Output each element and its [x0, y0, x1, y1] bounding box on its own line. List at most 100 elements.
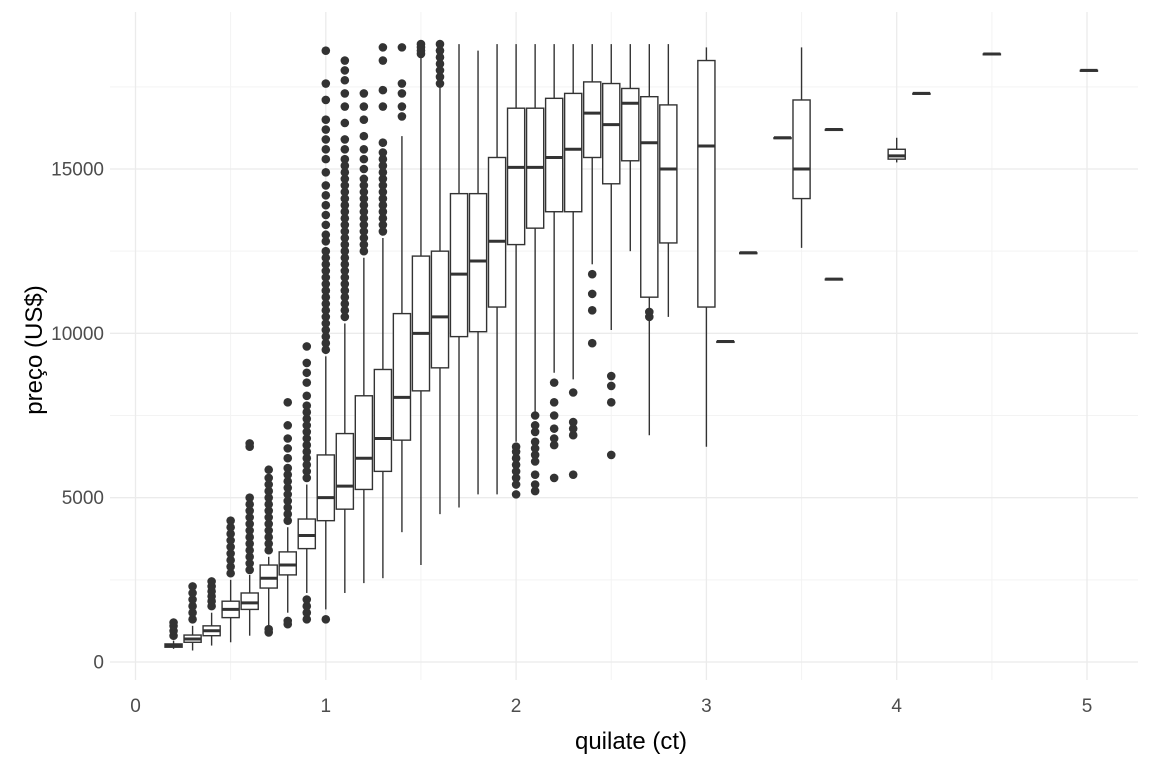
outlier-point [378, 167, 388, 177]
outlier-point [283, 490, 293, 499]
outlier-point [283, 509, 293, 519]
outlier-point [587, 269, 597, 279]
outlier-point [321, 167, 331, 177]
outlier-point [321, 273, 331, 282]
outlier-point [340, 233, 350, 243]
box [354, 395, 374, 491]
outlier-point [321, 135, 331, 144]
outlier-point [359, 200, 369, 210]
box [392, 312, 412, 441]
box-group [278, 398, 298, 629]
outlier-point [378, 200, 388, 210]
outlier-point [188, 601, 197, 611]
outlier-point [321, 95, 331, 105]
outlier-point [359, 207, 369, 217]
box-group [449, 44, 469, 508]
outlier-point [606, 371, 616, 381]
box-group [982, 52, 1002, 56]
outlier-point [245, 506, 254, 516]
box-group [240, 439, 259, 636]
outlier-point [340, 286, 350, 295]
outlier-point [397, 102, 407, 111]
outlier-point [245, 519, 254, 529]
outlier-point [549, 440, 559, 450]
outlier-point [359, 246, 369, 256]
outlier-point [302, 378, 312, 387]
outlier-point [397, 112, 407, 121]
outlier-point [435, 52, 445, 62]
box [487, 156, 507, 308]
outlier-point [340, 174, 350, 184]
outlier-point [340, 102, 350, 111]
outlier-point [321, 115, 331, 124]
outlier-point [321, 325, 331, 335]
outlier-point [549, 424, 559, 433]
box [259, 564, 278, 589]
outlier-point [302, 460, 312, 470]
outlier-point [283, 444, 293, 453]
outlier-point [264, 499, 274, 509]
outlier-point [188, 595, 197, 604]
outlier-point [340, 253, 350, 263]
box [544, 97, 564, 213]
x-axis-ticks: 0 1 2 3 4 5 [130, 696, 1092, 717]
box-group [373, 43, 393, 579]
outlier-point [340, 246, 350, 256]
outlier-point [359, 233, 369, 243]
outlier-point [340, 200, 350, 210]
outlier-point [302, 427, 312, 437]
box-group [824, 128, 844, 132]
outlier-point [378, 102, 388, 111]
outlier-point [511, 490, 521, 499]
outlier-point [188, 608, 197, 617]
box-group [563, 44, 583, 479]
outlier-point [321, 190, 331, 200]
box-group [824, 277, 844, 281]
outlier-point [321, 299, 331, 309]
outlier-point [302, 614, 312, 624]
outlier-point [530, 450, 540, 460]
box-group [621, 44, 640, 252]
outlier-point [207, 577, 216, 586]
outlier-point [226, 562, 235, 571]
outlier-point [302, 421, 312, 430]
box-group [887, 137, 906, 163]
outlier-point [340, 144, 350, 154]
outlier-point [283, 496, 293, 506]
box-group [640, 44, 659, 436]
box-group [506, 44, 526, 499]
outlier-point [587, 306, 597, 315]
outlier-point [378, 148, 388, 157]
outlier-point [245, 513, 254, 522]
outlier-point [321, 246, 331, 256]
outlier-point [359, 227, 369, 236]
outlier-point [283, 503, 293, 512]
outlier-point [226, 568, 235, 578]
outlier-point [340, 266, 350, 276]
outlier-point [340, 306, 350, 315]
outlier-point [378, 187, 388, 197]
outlier-point [321, 220, 331, 230]
outlier-point [188, 614, 197, 624]
box [297, 518, 317, 550]
outlier-point [188, 582, 197, 591]
outlier-point [302, 473, 312, 483]
outlier-point [378, 56, 388, 65]
outlier-point [378, 85, 388, 95]
outlier-point [435, 46, 445, 55]
outlier-point [226, 516, 235, 525]
outlier-point [302, 407, 312, 417]
outlier-point [264, 513, 274, 522]
outlier-point [568, 417, 578, 427]
outlier-point [340, 181, 350, 190]
y-axis-title: preço (US$) [21, 285, 48, 414]
box [335, 432, 355, 510]
box-group [601, 44, 621, 460]
outlier-point [226, 529, 235, 539]
outlier-point [568, 388, 578, 397]
outlier-point [435, 39, 445, 49]
outlier-point [530, 444, 540, 453]
box [659, 104, 678, 244]
outlier-point [359, 154, 369, 164]
box [887, 148, 906, 160]
